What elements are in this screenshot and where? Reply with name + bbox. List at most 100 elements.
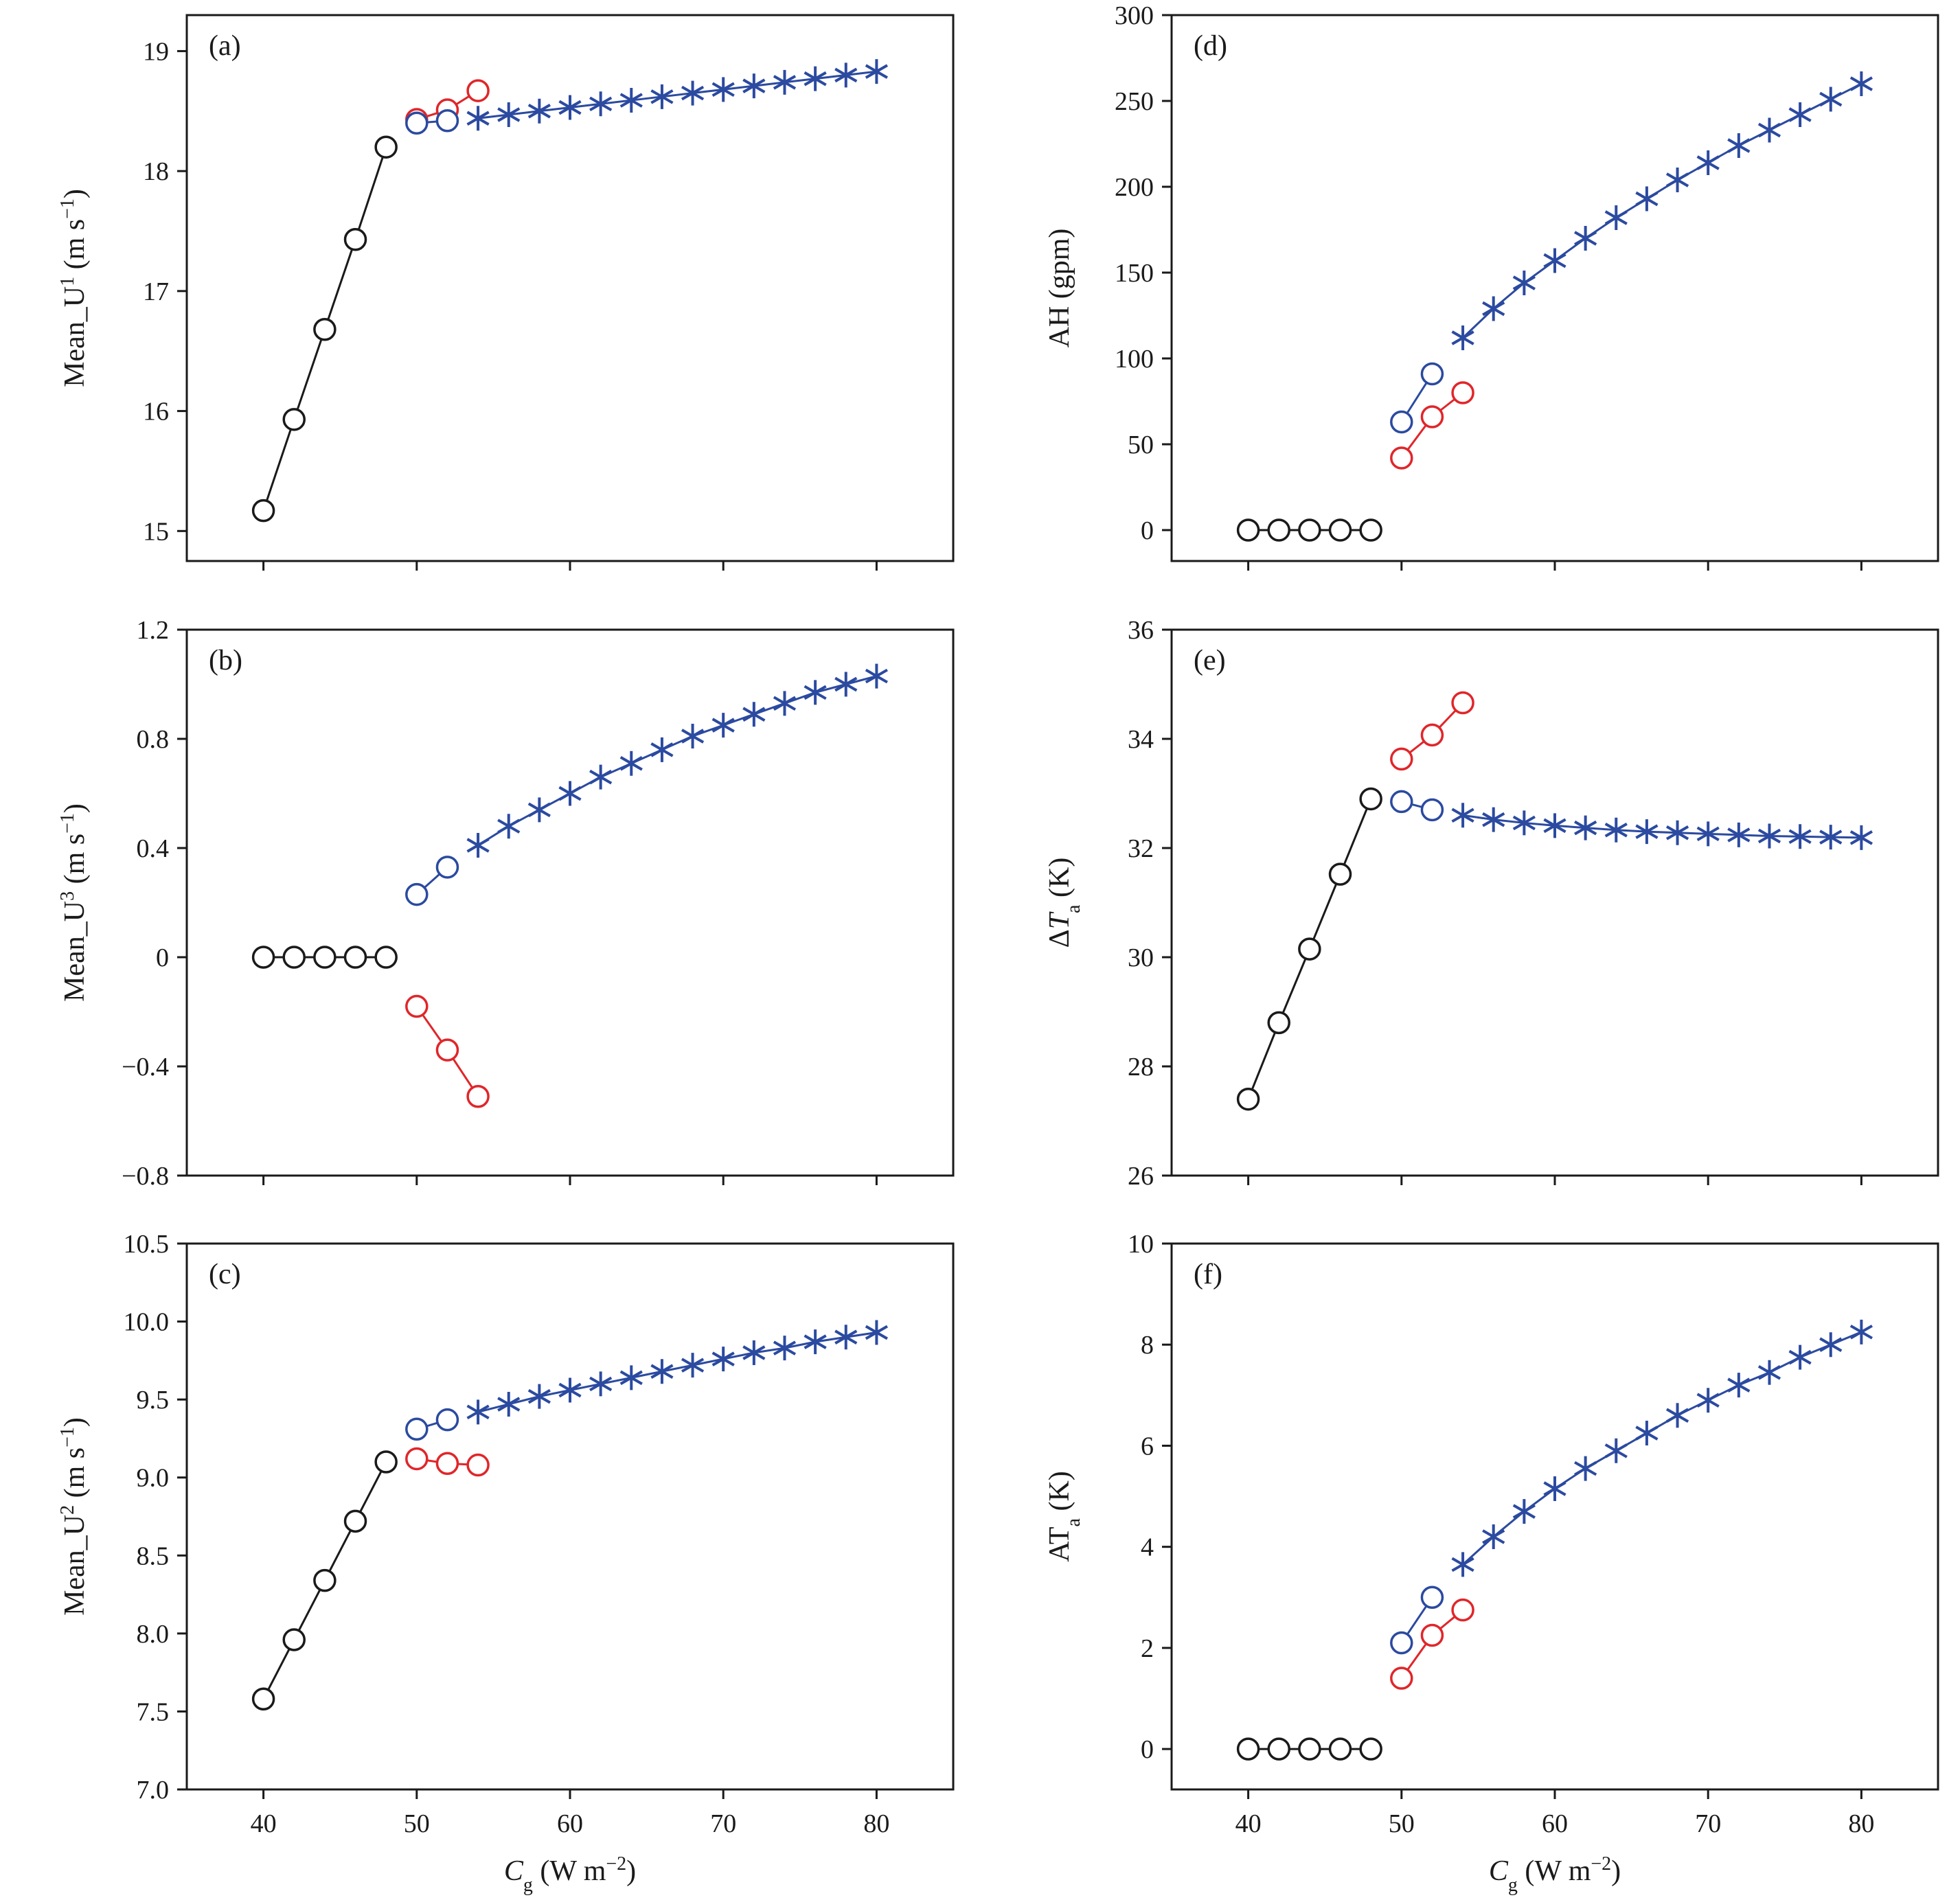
data-point-c-blue-star-68 <box>681 1353 705 1378</box>
y-tick-label-b-3: 0.4 <box>137 834 170 863</box>
y-tick-label-b-4: 0.8 <box>137 725 170 754</box>
panel-label-a: (a) <box>209 30 241 62</box>
x-axis-label-f-unit-post: ) <box>1611 1855 1621 1887</box>
y-tick-label-e-0: 26 <box>1128 1162 1154 1191</box>
data-point-e-blue-star-56 <box>1482 807 1505 832</box>
x-axis-label-c-unit-pre: (W m <box>533 1855 606 1887</box>
data-point-c-blue-star-66 <box>650 1359 674 1384</box>
data-point-c-black-40 <box>251 1687 275 1711</box>
x-axis-label-c-unit-sup: −2 <box>606 1853 626 1875</box>
y-axis-label-b-main: Mean_U <box>59 901 91 1002</box>
data-point-b-red-50 <box>405 994 429 1018</box>
data-point-b-blue-star-68 <box>681 724 705 749</box>
panel-c: 40 50 60 70 80 7.0 7.5 8.0 8.5 9.0 9.5 10.0 10.5 (c) M… <box>57 1230 955 1896</box>
y-tick-label-f-0: 0 <box>1141 1735 1154 1764</box>
series-e-red-circle <box>1390 691 1474 771</box>
series-d-blue-circle <box>1390 362 1444 434</box>
data-point-e-blue-star-64 <box>1604 817 1628 843</box>
data-point-a-blue-star-60 <box>558 95 582 120</box>
series-line-d-3 <box>1462 82 1862 339</box>
data-point-c-blue-star-76 <box>804 1329 827 1355</box>
data-point-b-blue-star-74 <box>773 691 797 716</box>
data-point-d-blue-star-56 <box>1482 296 1505 321</box>
data-point-b-black-46 <box>343 946 367 969</box>
series-d-blue-star <box>1451 71 1873 350</box>
y-tick-label-e-2: 30 <box>1128 943 1154 972</box>
series-c-blue-circle <box>405 1408 459 1441</box>
y-axis-label-c-unit-pre: (m s <box>59 1447 91 1505</box>
data-point-f-blue-50 <box>1390 1631 1413 1655</box>
data-point-d-red-54 <box>1451 381 1474 404</box>
y-tick-label-b-2: 0 <box>156 943 169 972</box>
data-point-d-red-50 <box>1390 446 1413 470</box>
data-point-d-black-46 <box>1328 518 1352 542</box>
series-b-red-circle <box>405 994 490 1108</box>
data-point-f-blue-52 <box>1420 1586 1444 1610</box>
data-point-b-blue-star-80 <box>865 663 888 689</box>
data-point-a-blue-star-56 <box>497 102 521 128</box>
y-tick-label-f-1: 2 <box>1141 1634 1154 1663</box>
y-tick-label-f-4: 8 <box>1141 1331 1154 1360</box>
data-point-b-blue-star-56 <box>497 814 521 839</box>
data-point-a-blue-star-62 <box>589 91 613 117</box>
series-b-blue-circle <box>405 856 459 906</box>
y-axis-label-a-main: Mean_U <box>59 286 91 387</box>
data-point-c-blue-star-64 <box>619 1365 643 1390</box>
data-point-e-black-42 <box>1267 1011 1290 1035</box>
y-tick-label-e-1: 28 <box>1128 1053 1154 1081</box>
data-point-c-blue-star-72 <box>742 1340 766 1365</box>
series-b-blue-star <box>466 663 888 858</box>
y-axis-label-a: Mean_U1 (m s−1) <box>57 189 91 387</box>
data-point-e-blue-star-60 <box>1543 813 1566 838</box>
y-axis-label-c-unit-post: ) <box>59 1417 91 1427</box>
data-point-d-blue-50 <box>1390 410 1413 434</box>
series-a-blue-star <box>466 59 888 131</box>
data-point-b-black-42 <box>282 946 306 969</box>
data-point-a-blue-star-76 <box>804 66 827 91</box>
data-point-f-black-48 <box>1359 1737 1382 1761</box>
data-point-b-blue-star-62 <box>589 764 613 790</box>
data-point-a-blue-star-68 <box>681 80 705 106</box>
data-point-f-blue-star-80 <box>1849 1319 1873 1344</box>
plot-frame-c <box>185 1242 955 1791</box>
y-tick-label-f-3: 6 <box>1141 1432 1154 1461</box>
y-tick-label-d-2: 100 <box>1115 345 1154 374</box>
data-point-c-blue-star-70 <box>711 1347 735 1372</box>
y-tick-label-a-2: 17 <box>143 277 169 306</box>
y-tick-label-c-7: 10.5 <box>124 1230 170 1259</box>
data-point-a-black-42 <box>282 408 306 431</box>
data-point-b-red-54 <box>466 1084 490 1108</box>
plot-frame-d <box>1170 14 1939 562</box>
x-tick-label-f-70: 70 <box>1695 1809 1721 1838</box>
data-point-a-blue-star-74 <box>773 69 797 95</box>
data-point-b-black-40 <box>251 946 275 969</box>
data-point-c-black-42 <box>282 1628 306 1651</box>
series-a-blue-circle <box>405 109 459 135</box>
data-point-f-blue-star-66 <box>1635 1421 1659 1446</box>
data-point-b-blue-52 <box>435 856 459 879</box>
data-point-e-blue-star-58 <box>1512 810 1536 836</box>
x-tick-label-f-60: 60 <box>1542 1809 1568 1838</box>
y-tick-label-d-5: 250 <box>1115 87 1154 116</box>
data-point-d-black-48 <box>1359 518 1382 542</box>
y-axis-label-a-sup: 1 <box>57 277 78 286</box>
y-tick-label-e-3: 32 <box>1128 834 1154 863</box>
data-point-c-blue-star-60 <box>558 1377 582 1403</box>
data-point-e-blue-star-76 <box>1788 824 1812 849</box>
x-tick-label-c-40: 40 <box>251 1809 277 1838</box>
data-point-d-blue-star-78 <box>1819 87 1843 112</box>
data-point-e-red-54 <box>1451 691 1474 715</box>
data-point-c-red-52 <box>435 1452 459 1476</box>
y-axis-label-d-main: AH (gpm) <box>1044 229 1075 348</box>
data-point-f-black-44 <box>1298 1737 1321 1761</box>
data-point-e-black-48 <box>1359 787 1382 811</box>
data-point-d-blue-star-58 <box>1512 271 1536 295</box>
y-tick-label-a-0: 15 <box>143 517 169 546</box>
series-line-f-3 <box>1462 1331 1862 1566</box>
data-point-a-blue-star-80 <box>865 59 888 84</box>
data-point-e-blue-52 <box>1420 798 1444 822</box>
y-tick-label-d-4: 200 <box>1115 173 1154 202</box>
data-point-c-black-48 <box>374 1450 398 1474</box>
data-point-c-black-44 <box>313 1568 337 1592</box>
